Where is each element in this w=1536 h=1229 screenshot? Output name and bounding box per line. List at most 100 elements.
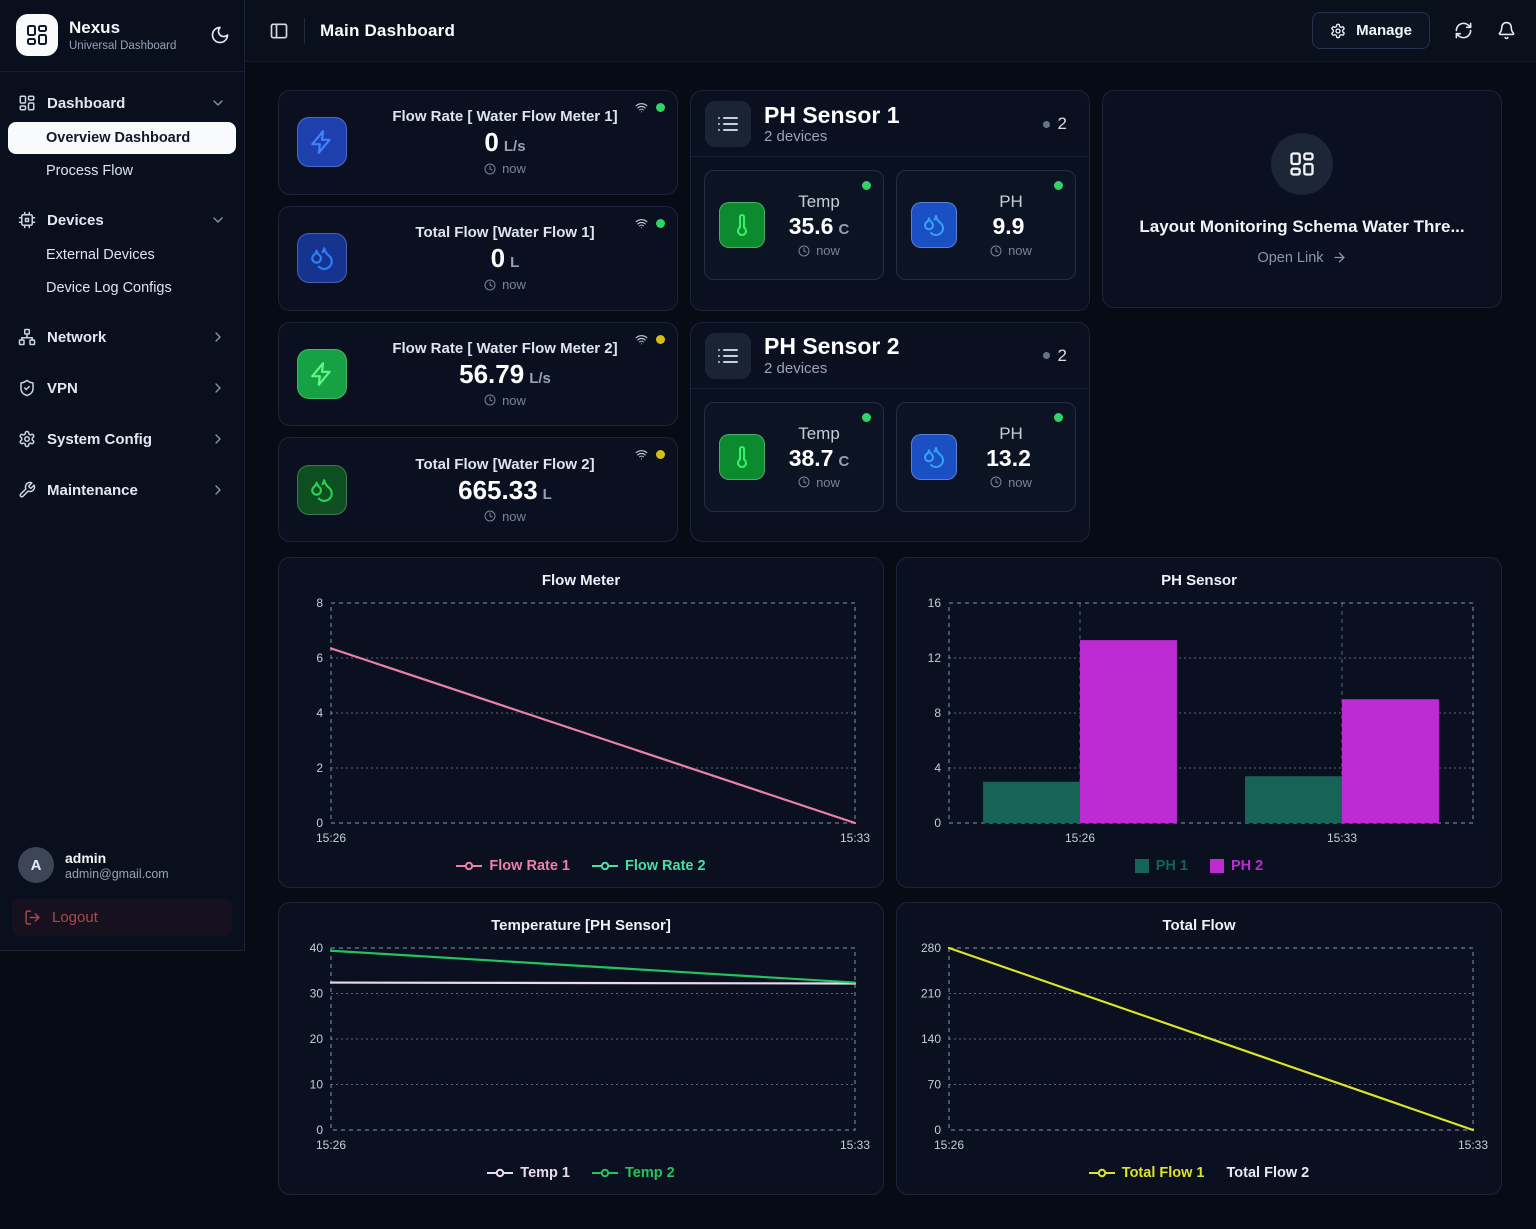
sidebar-item-process-flow[interactable]: Process Flow [46,163,134,179]
shield-check-icon [18,379,36,397]
device-value: 9.9 [992,213,1025,239]
chart-plot-area: 0 10 20 30 40 15:26 15:33 [287,938,873,1156]
bolt-icon [297,348,347,399]
sidebar-toggle-button[interactable] [269,21,289,41]
sidebar-item-vpn[interactable]: VPN [8,370,236,406]
svg-text:8: 8 [316,596,323,610]
chevron-right-icon [210,482,226,498]
dark-mode-toggle[interactable] [210,25,230,45]
legend-label: Total Flow 2 [1226,1165,1310,1181]
legend-line-marker-icon [592,1168,618,1178]
legend-item[interactable]: Temp 1 [487,1165,570,1181]
legend-label: PH 1 [1155,858,1188,874]
stat-cards-column: Flow Rate [ Water Flow Meter 1] 0 L/s now [278,90,678,542]
dashboard-grid-icon [27,25,47,45]
brand-name: Nexus [69,18,121,37]
sensor-group-body: Temp 35.6 C now PH 9.9 now [691,157,1089,293]
svg-text:15:33: 15:33 [1458,1138,1488,1152]
device-meta: now [957,243,1065,258]
manage-button[interactable]: Manage [1312,12,1430,49]
stat-unit: L/s [529,369,551,387]
legend-item[interactable]: PH 1 [1134,858,1188,874]
device-label: PH [999,423,1023,443]
brand-subtitle: Universal Dashboard [69,40,177,52]
stat-unit: L/s [503,138,526,156]
svg-text:15:26: 15:26 [934,1138,964,1152]
wifi-icon [635,217,648,230]
stat-status [635,448,665,461]
sidebar-header: Nexus Universal Dashboard [0,0,244,72]
chart-legend: Temp 1 Temp 2 [279,1156,883,1194]
device-meta: now [765,243,873,258]
logout-label: Logout [52,909,98,926]
chart-plot-area: 0 4 8 12 16 15:26 15:33 [905,593,1491,849]
svg-text:30: 30 [310,987,324,1001]
svg-text:280: 280 [921,941,941,955]
sidebar-item-overview-dashboard[interactable]: Overview Dashboard [8,122,236,154]
svg-text:15:26: 15:26 [316,831,346,845]
user-profile[interactable]: A admin admin@gmail.com [12,841,232,899]
wrench-icon [18,481,36,499]
stat-value: 665.33 L [458,474,552,505]
device-card: Temp 35.6 C now [704,170,884,280]
logout-button[interactable]: Logout [12,899,232,936]
open-link-button[interactable]: Open Link [1257,250,1346,266]
svg-text:15:33: 15:33 [840,1138,870,1152]
device-label: PH [999,192,1023,211]
notifications-button[interactable] [1497,21,1516,40]
chart-flow-meter: Flow Meter 0 2 4 6 8 15:26 15:33 Flow Rate 1 Fl… [278,557,884,888]
stat-card-flow-rate-2: Flow Rate [ Water Flow Meter 2] 56.79 L/s… [278,321,678,427]
bell-icon [1498,21,1515,40]
refresh-button[interactable] [1454,21,1473,40]
device-label: Temp [798,423,840,443]
layout-grid-icon [1271,132,1333,195]
count-dot-icon [1042,120,1050,128]
svg-text:0: 0 [934,816,941,830]
legend-item[interactable]: PH 2 [1210,858,1263,874]
sidebar-item-external-devices[interactable]: External Devices [46,247,155,263]
legend-swatch-icon [1134,859,1149,873]
dashboard-content: Flow Rate [ Water Flow Meter 1] 0 L/s now [245,62,1536,1229]
sidebar-item-network[interactable]: Network [8,319,236,355]
sidebar-footer: A admin admin@gmail.com Logout [0,831,244,950]
svg-text:0: 0 [316,816,323,830]
moon-icon [211,26,229,44]
sidebar-item-system-config[interactable]: System Config [8,421,236,457]
topbar-actions: Manage [1312,12,1516,49]
chart-total-flow: Total Flow 0 70 140 210 280 15:26 15:33 Total … [896,902,1502,1195]
sidebar-item-dashboard[interactable]: Dashboard [8,85,236,121]
sidebar-item-device-log-configs[interactable]: Device Log Configs [46,280,172,296]
sidebar-nav: Dashboard Overview Dashboard Process Flo… [0,72,244,523]
svg-text:4: 4 [934,761,941,775]
legend-item[interactable]: Flow Rate 1 [456,858,570,874]
legend-item[interactable]: Total Flow 1 [1088,1165,1205,1181]
legend-item[interactable]: Flow Rate 2 [592,858,706,874]
svg-text:70: 70 [928,1078,942,1092]
sensor-group-header: PH Sensor 1 2 devices 2 [691,91,1089,157]
stat-title: Flow Rate [ Water Flow Meter 1] [392,108,618,126]
droplets-icon [297,464,347,515]
legend-item[interactable]: Temp 2 [592,1165,675,1181]
stat-title: Flow Rate [ Water Flow Meter 2] [392,339,618,357]
legend-item[interactable]: Total Flow 2 [1227,1165,1310,1181]
sensor-group-subtitle: 2 devices [764,128,828,146]
clock-icon [484,279,496,291]
sidebar-item-maintenance[interactable]: Maintenance [8,472,236,508]
device-label: Temp [798,192,840,211]
legend-line-marker-icon [487,1168,514,1178]
status-dot [862,181,871,190]
device-value: 13.2 [986,444,1031,471]
device-unit: C [838,452,850,470]
status-dot [656,334,665,344]
legend-line-marker-icon [456,861,483,871]
brand-block: Nexus Universal Dashboard [69,18,176,52]
arrow-right-icon [1334,252,1345,263]
clock-icon [484,394,496,406]
svg-text:10: 10 [310,1078,324,1092]
status-dot [1054,181,1063,190]
chart-title: Total Flow [1162,917,1236,934]
chevron-down-icon [210,212,226,228]
sidebar-item-devices[interactable]: Devices [8,202,236,238]
chart-title: PH Sensor [1161,572,1237,589]
